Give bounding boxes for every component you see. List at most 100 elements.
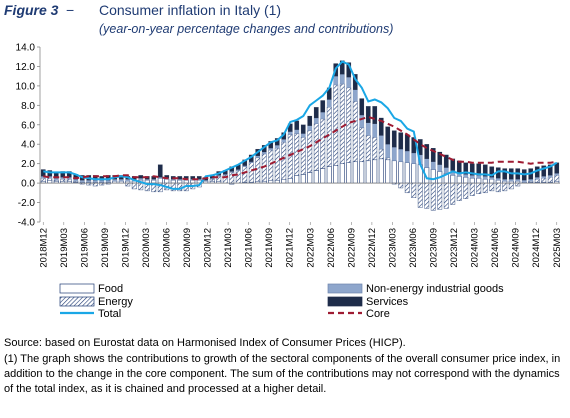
- bar-non-energy-industrial-goods: [521, 180, 527, 183]
- bar-food: [495, 179, 501, 184]
- bar-non-energy-industrial-goods: [443, 167, 449, 174]
- bar-non-energy-industrial-goods: [391, 146, 397, 161]
- x-tick-label: 2023M06: [408, 228, 419, 268]
- bar-non-energy-industrial-goods: [404, 150, 410, 163]
- bar-food: [170, 179, 176, 184]
- bar-food: [463, 176, 469, 184]
- bar-food: [157, 177, 163, 184]
- bar-energy: [424, 182, 430, 209]
- bar-services: [300, 124, 306, 134]
- chart-title: Consumer inflation in Italy (1): [99, 2, 282, 18]
- x-tick-label: 2020M06: [161, 228, 172, 268]
- bar-services: [489, 166, 495, 178]
- x-tick-label: 2024M12: [531, 228, 542, 268]
- x-tick-label: 2022M03: [305, 228, 316, 268]
- bar-energy: [482, 182, 488, 194]
- bar-non-energy-industrial-goods: [170, 179, 176, 181]
- bar-non-energy-industrial-goods: [515, 179, 521, 182]
- bar-non-energy-industrial-goods: [307, 125, 313, 131]
- bar-food: [339, 163, 345, 184]
- bar-services: [443, 154, 449, 168]
- bar-energy: [469, 182, 475, 196]
- bar-non-energy-industrial-goods: [352, 89, 358, 102]
- bar-non-energy-industrial-goods: [313, 117, 319, 124]
- bar-energy: [352, 101, 358, 162]
- y-tick-label: 12.0: [16, 62, 36, 73]
- legend-label-core: Core: [366, 308, 390, 320]
- bar-services: [385, 126, 391, 145]
- bar-non-energy-industrial-goods: [411, 152, 417, 164]
- x-tick-label: 2019M03: [59, 228, 70, 268]
- bar-energy: [125, 182, 131, 187]
- bar-non-energy-industrial-goods: [287, 131, 293, 135]
- bar-non-energy-industrial-goods: [248, 161, 254, 163]
- bar-services: [378, 117, 384, 136]
- bar-energy: [339, 83, 345, 164]
- source-note: Source: based on Eurostat data on Harmon…: [4, 337, 406, 349]
- bar-services: [547, 164, 553, 176]
- bar-energy: [320, 118, 326, 169]
- bar-services: [430, 148, 436, 162]
- bar-energy: [463, 182, 469, 199]
- bar-non-energy-industrial-goods: [476, 175, 482, 179]
- bar-energy: [398, 182, 404, 189]
- y-tick-label: 4.0: [21, 140, 35, 151]
- bar-food: [294, 175, 300, 184]
- bar-non-energy-industrial-goods: [463, 174, 469, 178]
- bar-non-energy-industrial-goods: [326, 99, 332, 108]
- bar-energy: [508, 182, 514, 190]
- bar-non-energy-industrial-goods: [547, 175, 553, 178]
- bar-non-energy-industrial-goods: [92, 180, 98, 183]
- bar-non-energy-industrial-goods: [424, 158, 430, 168]
- bar-non-energy-industrial-goods: [79, 180, 85, 183]
- bar-non-energy-industrial-goods: [346, 76, 352, 88]
- bar-non-energy-industrial-goods: [534, 177, 540, 180]
- bar-food: [268, 179, 274, 184]
- bar-energy: [437, 182, 443, 210]
- bar-energy: [359, 127, 365, 162]
- bar-energy: [274, 147, 280, 181]
- bar-non-energy-industrial-goods: [222, 174, 228, 176]
- bar-non-energy-industrial-goods: [385, 144, 391, 158]
- x-tick-label: 2024M03: [470, 228, 481, 268]
- y-tick-label: 10.0: [16, 81, 36, 92]
- bar-food: [372, 159, 378, 184]
- bar-non-energy-industrial-goods: [508, 179, 514, 182]
- x-tick-label: 2022M09: [346, 228, 357, 268]
- bar-energy: [385, 157, 391, 160]
- bar-non-energy-industrial-goods: [339, 74, 345, 85]
- bar-non-energy-industrial-goods: [300, 133, 306, 138]
- bar-non-energy-industrial-goods: [151, 179, 157, 181]
- bar-services: [138, 175, 144, 179]
- bar-energy: [242, 166, 248, 183]
- bar-services: [417, 139, 423, 156]
- bar-energy: [313, 123, 319, 171]
- bar-food: [333, 165, 339, 184]
- bar-food: [489, 178, 495, 184]
- bar-food: [47, 179, 53, 184]
- x-tick-label: 2024M09: [511, 228, 522, 268]
- bar-energy: [268, 149, 274, 181]
- bar-energy: [300, 137, 306, 175]
- bar-non-energy-industrial-goods: [489, 177, 495, 180]
- bar-energy: [326, 107, 332, 167]
- legend-swatch-services: [327, 296, 363, 307]
- bar-non-energy-industrial-goods: [398, 148, 404, 162]
- bar-food: [300, 174, 306, 184]
- bar-non-energy-industrial-goods: [53, 178, 59, 181]
- bar-food: [190, 179, 196, 184]
- bar-food: [281, 178, 287, 184]
- bar-non-energy-industrial-goods: [144, 179, 150, 181]
- x-tick-label: 2024M06: [490, 228, 501, 268]
- bar-non-energy-industrial-goods: [242, 165, 248, 167]
- bar-non-energy-industrial-goods: [554, 173, 560, 176]
- bar-non-energy-industrial-goods: [359, 114, 365, 128]
- bar-energy: [502, 182, 508, 192]
- bar-non-energy-industrial-goods: [378, 135, 384, 150]
- bar-non-energy-industrial-goods: [229, 171, 235, 173]
- bar-non-energy-industrial-goods: [118, 179, 124, 182]
- bar-non-energy-industrial-goods: [372, 123, 378, 138]
- bar-energy: [60, 179, 66, 182]
- bar-services: [502, 168, 508, 180]
- bar-food: [365, 160, 371, 184]
